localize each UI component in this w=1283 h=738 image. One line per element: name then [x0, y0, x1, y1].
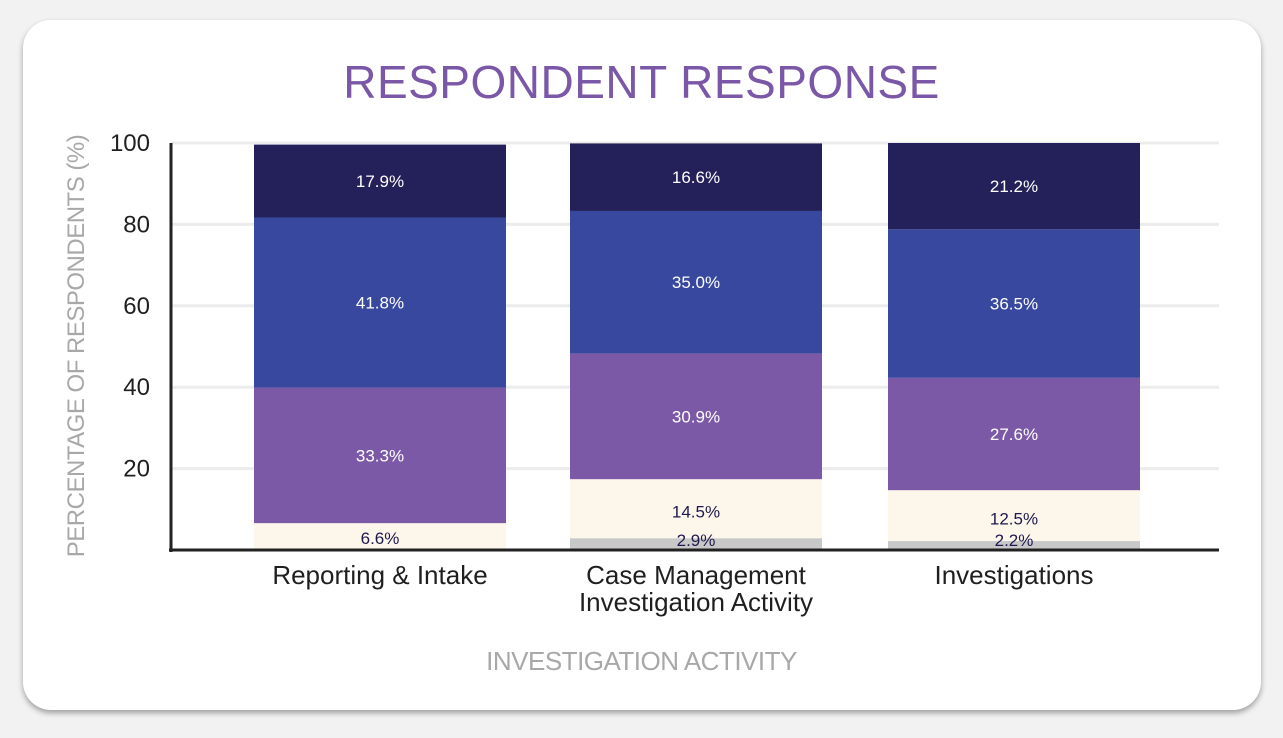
- data-label: 41.8%: [356, 294, 404, 313]
- y-tick-label: 60: [123, 293, 150, 320]
- data-label: 6.6%: [361, 529, 400, 548]
- data-label: 30.9%: [672, 407, 720, 426]
- data-label: 17.9%: [356, 172, 404, 191]
- data-label: 27.6%: [990, 425, 1038, 444]
- bar-segment: [888, 143, 1140, 230]
- bar-segment: [254, 144, 506, 218]
- bar-segment: [888, 541, 1140, 550]
- data-label: 14.5%: [672, 503, 720, 522]
- bar-segment: [570, 479, 822, 539]
- y-tick-label: 40: [123, 374, 150, 401]
- data-label: 35.0%: [672, 273, 720, 292]
- x-category-label: Investigations: [935, 560, 1094, 590]
- x-axis-label: INVESTIGATION ACTIVITY: [486, 646, 797, 676]
- bar-segment: [888, 377, 1140, 491]
- bar-segment: [570, 538, 822, 550]
- x-category-label: Case Management: [586, 560, 806, 590]
- bar-segment: [888, 490, 1140, 542]
- y-tick-labels: 20 40 60 80 100: [110, 130, 150, 483]
- bar-segment: [570, 210, 822, 354]
- y-tick-label: 100: [110, 130, 150, 157]
- bar-segment: [254, 217, 506, 388]
- x-category-label: Investigation Activity: [579, 587, 813, 617]
- data-label: 2.2%: [995, 531, 1034, 550]
- chart-title: RESPONDENT RESPONSE: [343, 56, 940, 108]
- y-tick-label: 20: [123, 456, 150, 483]
- bar-segment: [888, 229, 1140, 378]
- bar-segment: [570, 143, 822, 211]
- data-label: 12.5%: [990, 510, 1038, 529]
- data-label: 16.6%: [672, 168, 720, 187]
- stacked-bars: [254, 143, 1140, 550]
- bar-segment: [254, 523, 506, 550]
- data-labels: 6.6% 33.3% 41.8% 17.9% 2.9% 14.5% 30.9% 35.0% 16…: [356, 168, 1038, 550]
- y-tick-label: 80: [123, 211, 150, 238]
- x-category-label: Reporting & Intake: [272, 560, 487, 590]
- data-label: 33.3%: [356, 446, 404, 465]
- bar-segment: [254, 387, 506, 524]
- x-category-labels: Reporting & Intake Case ManagementInvesti…: [272, 560, 1093, 617]
- data-label: 21.2%: [990, 177, 1038, 196]
- data-label: 2.9%: [677, 531, 716, 550]
- data-label: 36.5%: [990, 295, 1038, 314]
- bar-segment: [570, 353, 822, 480]
